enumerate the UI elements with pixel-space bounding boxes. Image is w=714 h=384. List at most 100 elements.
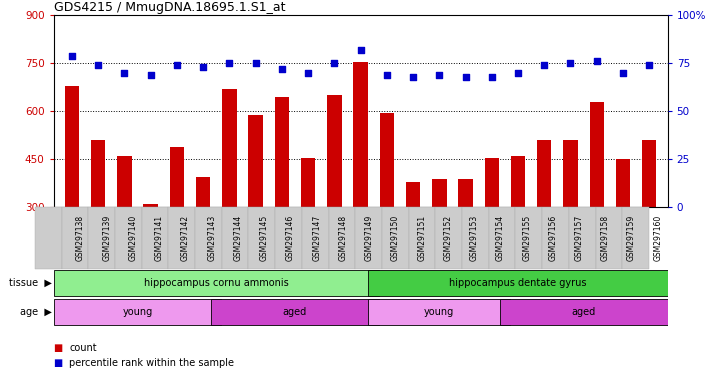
Bar — [642, 140, 656, 303]
Point — [171, 62, 183, 68]
Text: GSM297160: GSM297160 — [653, 215, 663, 261]
Text: aged: aged — [283, 307, 307, 317]
Point — [643, 62, 655, 68]
Point — [197, 64, 208, 70]
Text: GSM297158: GSM297158 — [601, 215, 610, 261]
Bar — [615, 159, 630, 303]
Bar — [356, 207, 382, 269]
Bar — [195, 207, 222, 269]
Bar — [170, 147, 184, 303]
Bar — [563, 140, 578, 303]
Bar — [595, 207, 622, 269]
Bar — [327, 95, 341, 303]
Point — [513, 70, 524, 76]
Text: young: young — [122, 307, 153, 317]
Bar — [500, 299, 668, 325]
Text: GSM297151: GSM297151 — [417, 215, 426, 261]
Text: young: young — [424, 307, 454, 317]
Bar — [169, 207, 195, 269]
Bar — [222, 89, 236, 303]
Bar — [353, 62, 368, 303]
Point — [328, 60, 340, 66]
Point — [145, 72, 156, 78]
Bar — [488, 207, 516, 269]
Point — [223, 60, 235, 66]
Point — [381, 72, 393, 78]
Text: GSM297148: GSM297148 — [338, 215, 348, 261]
Bar — [275, 207, 302, 269]
Text: GSM297142: GSM297142 — [181, 215, 190, 261]
Text: GSM297146: GSM297146 — [286, 215, 295, 261]
Bar — [328, 207, 356, 269]
Text: GSM297150: GSM297150 — [391, 215, 400, 261]
Point — [591, 58, 603, 65]
Text: count: count — [69, 343, 97, 353]
Bar — [196, 177, 211, 303]
Bar — [301, 158, 316, 303]
Bar — [211, 299, 379, 325]
Bar — [89, 207, 115, 269]
Bar — [117, 156, 131, 303]
Bar — [65, 86, 79, 303]
Bar — [458, 179, 473, 303]
Bar — [511, 156, 526, 303]
Bar — [54, 299, 221, 325]
Text: age  ▶: age ▶ — [19, 307, 51, 317]
Text: GSM297156: GSM297156 — [548, 215, 558, 261]
Text: GSM297149: GSM297149 — [365, 215, 373, 261]
Bar — [275, 97, 289, 303]
Bar — [516, 207, 542, 269]
Bar — [569, 207, 595, 269]
Text: GSM297155: GSM297155 — [522, 215, 531, 261]
Text: GSM297141: GSM297141 — [155, 215, 164, 261]
Point — [618, 70, 629, 76]
Bar — [302, 207, 328, 269]
Bar — [382, 207, 408, 269]
Bar — [368, 270, 668, 296]
Text: percentile rank within the sample: percentile rank within the sample — [69, 358, 234, 368]
Bar — [54, 270, 379, 296]
Point — [66, 53, 78, 59]
Bar — [222, 207, 248, 269]
Text: GSM297147: GSM297147 — [312, 215, 321, 261]
Text: GSM297157: GSM297157 — [575, 215, 583, 261]
Bar — [115, 207, 141, 269]
Bar — [622, 207, 649, 269]
Bar — [141, 207, 169, 269]
Point — [486, 74, 498, 80]
Text: ■: ■ — [54, 343, 63, 353]
Text: ■: ■ — [54, 358, 63, 368]
Bar — [91, 140, 106, 303]
Text: aged: aged — [571, 307, 595, 317]
Point — [355, 47, 366, 53]
Point — [276, 66, 288, 72]
Bar — [436, 207, 462, 269]
Point — [538, 62, 550, 68]
Text: hippocampus cornu ammonis: hippocampus cornu ammonis — [144, 278, 288, 288]
Point — [250, 60, 261, 66]
Text: GSM297143: GSM297143 — [207, 215, 216, 261]
Point — [565, 60, 576, 66]
Text: hippocampus dentate gyrus: hippocampus dentate gyrus — [449, 278, 587, 288]
Bar — [61, 207, 89, 269]
Bar — [368, 299, 510, 325]
Text: GSM297159: GSM297159 — [627, 215, 636, 261]
Bar — [590, 102, 604, 303]
Point — [302, 70, 313, 76]
Bar — [35, 207, 61, 269]
Text: GSM297144: GSM297144 — [233, 215, 243, 261]
Text: GSM297152: GSM297152 — [443, 215, 453, 261]
Bar — [537, 140, 551, 303]
Bar — [406, 182, 421, 303]
Bar — [485, 158, 499, 303]
Text: GDS4215 / MmugDNA.18695.1.S1_at: GDS4215 / MmugDNA.18695.1.S1_at — [54, 1, 285, 14]
Text: GSM297140: GSM297140 — [129, 215, 138, 261]
Point — [408, 74, 419, 80]
Point — [460, 74, 471, 80]
Text: tissue  ▶: tissue ▶ — [9, 278, 51, 288]
Text: GSM297138: GSM297138 — [76, 215, 85, 261]
Bar — [248, 114, 263, 303]
Text: GSM297139: GSM297139 — [102, 215, 111, 261]
Text: GSM297145: GSM297145 — [260, 215, 268, 261]
Bar — [408, 207, 436, 269]
